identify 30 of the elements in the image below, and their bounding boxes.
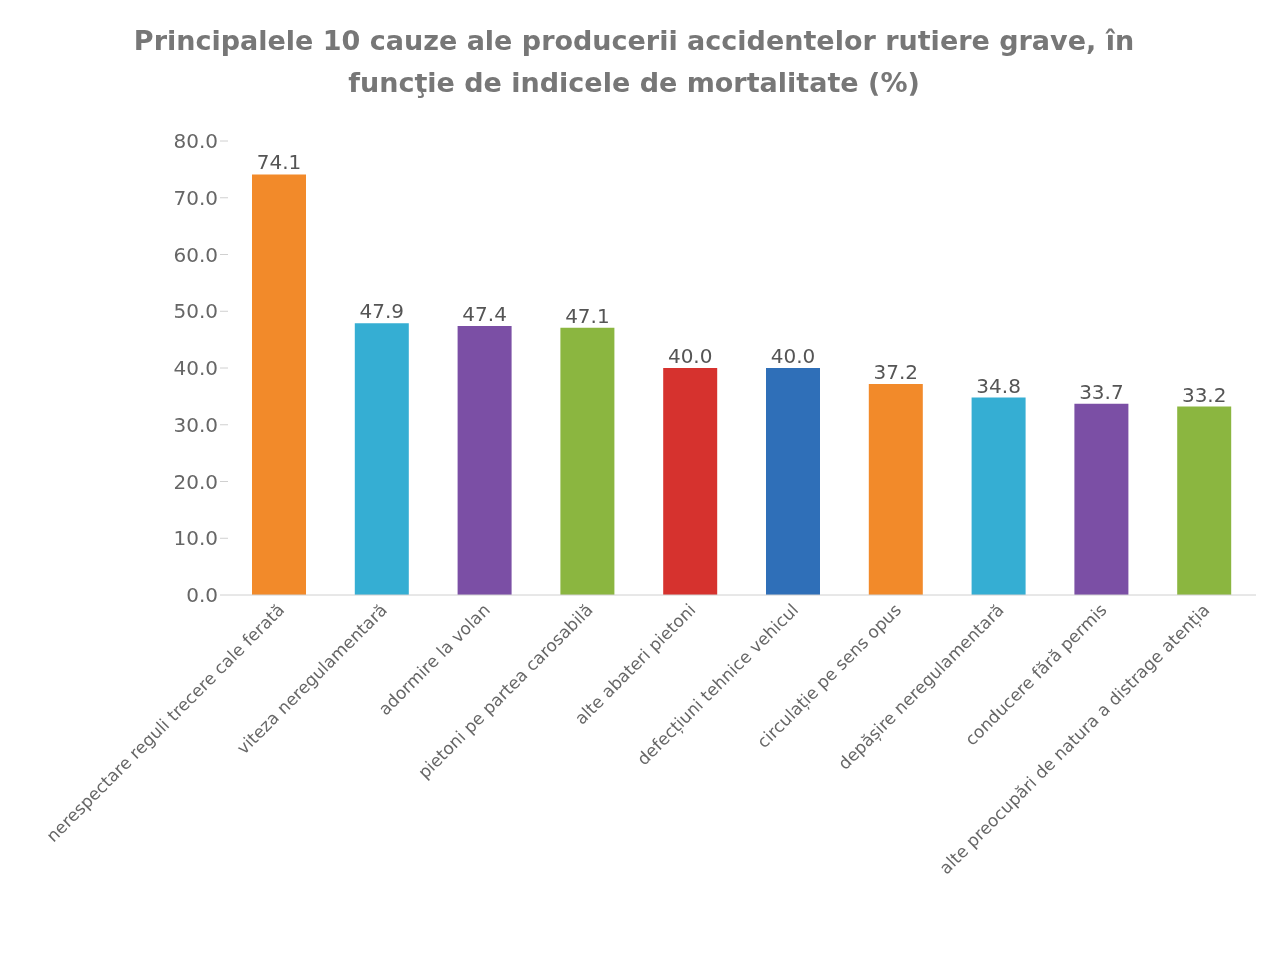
bar	[354, 323, 409, 595]
data-label: 37.2	[873, 359, 919, 384]
y-tick-label: 20.0	[173, 469, 218, 494]
bar	[663, 368, 718, 595]
bar	[457, 326, 512, 595]
y-tick-label: 40.0	[173, 356, 218, 381]
y-tick-label: 30.0	[173, 412, 218, 437]
data-label: 40.0	[667, 344, 713, 368]
y-tick-label: 70.0	[173, 185, 218, 210]
data-label: 47.1	[565, 303, 610, 328]
y-tick-label: 50.0	[173, 299, 218, 324]
data-label: 40.0	[770, 344, 816, 368]
bar	[1074, 403, 1129, 595]
bar	[971, 397, 1026, 595]
y-tick-label: 0.0	[186, 583, 218, 608]
bar	[252, 174, 306, 595]
bar	[560, 327, 615, 595]
data-label: 74.1	[256, 150, 302, 175]
bar	[1177, 406, 1232, 595]
y-tick-label: 60.0	[173, 242, 218, 267]
data-label: 34.8	[976, 373, 1021, 398]
data-label: 33.2	[1181, 382, 1227, 407]
bar	[766, 368, 820, 595]
data-label: 47.4	[462, 302, 507, 327]
data-label: 47.9	[359, 299, 405, 324]
bar	[868, 383, 923, 595]
data-label: 33.7	[1079, 379, 1124, 404]
y-tick-label: 10.0	[173, 526, 218, 551]
y-tick-label: 80.0	[173, 129, 218, 154]
chart-title: Principalele 10 cauze ale producerii accidentelor rutiere grave, în funcţie de indicele de mortalitate (%)	[132, 24, 1136, 100]
